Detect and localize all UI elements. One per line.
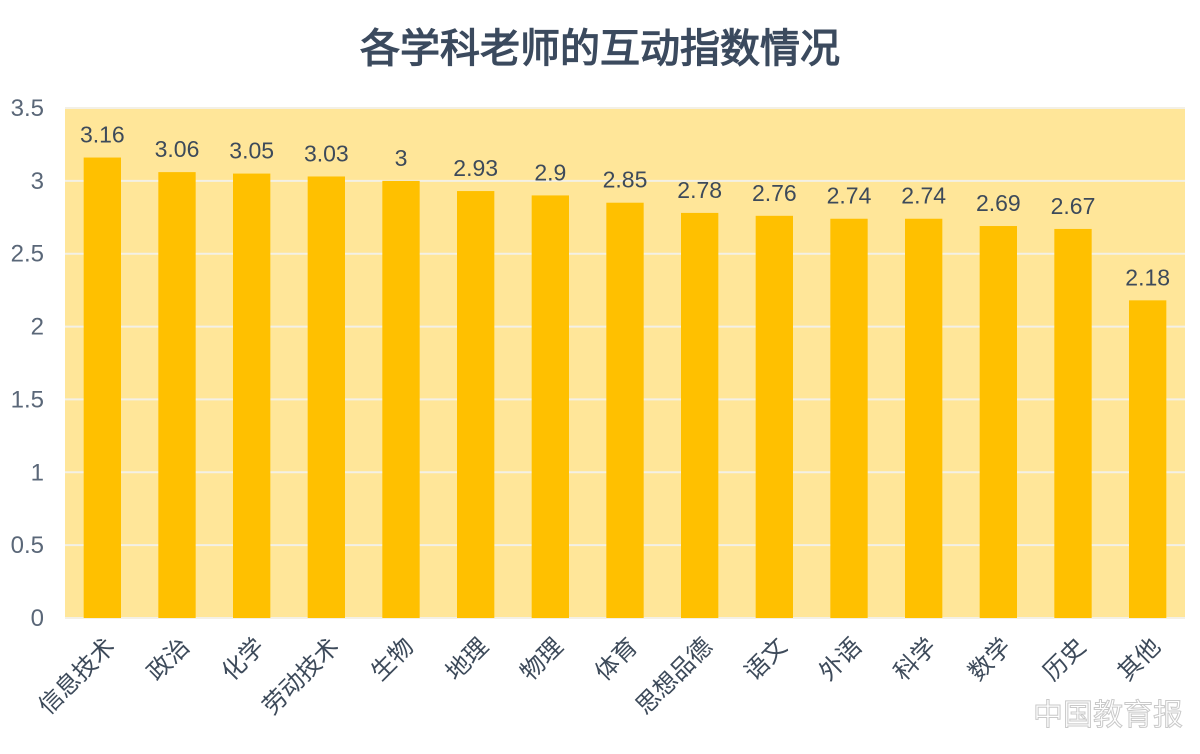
x-tick-label: 物理 xyxy=(515,632,569,686)
bar xyxy=(1054,228,1092,618)
data-label: 2.74 xyxy=(901,183,946,209)
data-label: 3.03 xyxy=(304,140,349,166)
data-label: 3 xyxy=(395,145,408,171)
chart-title: 各学科老师的互动指数情况 xyxy=(360,26,840,72)
x-tick-label: 体育 xyxy=(590,632,644,686)
y-tick-label: 3.5 xyxy=(11,95,44,122)
data-label: 2.69 xyxy=(976,190,1021,216)
y-tick-label: 0 xyxy=(31,605,44,632)
data-labels: 3.16 3.06 3.05 3.03 3 2.93 2.9 2.85 2.78 2.76 2.74… xyxy=(80,122,1170,291)
data-label: 2.76 xyxy=(752,180,797,206)
x-tick-label: 思想品德 xyxy=(630,632,718,720)
y-tick-label: 2 xyxy=(31,314,44,341)
y-tick-label: 2.5 xyxy=(11,241,44,268)
x-tick-label: 科学 xyxy=(888,632,942,686)
x-tick-label: 外语 xyxy=(814,632,868,686)
data-label: 2.18 xyxy=(1125,264,1170,290)
x-tick-label: 化学 xyxy=(216,632,270,686)
bar xyxy=(83,157,121,619)
x-tick-label: 历史 xyxy=(1038,632,1092,686)
data-label: 2.85 xyxy=(603,167,648,193)
data-label: 3.06 xyxy=(155,136,200,162)
data-label: 2.74 xyxy=(827,183,872,209)
watermark: 中国教育报 xyxy=(1033,698,1183,733)
bar xyxy=(233,173,271,619)
bar xyxy=(531,195,569,618)
data-label: 2.9 xyxy=(534,159,566,185)
bar xyxy=(158,172,196,618)
y-tick-label: 3 xyxy=(31,168,44,195)
data-label: 3.05 xyxy=(229,138,274,164)
x-tick-label: 政治 xyxy=(142,632,196,686)
y-tick-label: 1 xyxy=(31,459,44,486)
y-axis-ticks: 0 0.5 1 1.5 2 2.5 3 3.5 xyxy=(11,95,44,632)
x-tick-label: 其他 xyxy=(1112,632,1166,686)
bar xyxy=(307,176,345,618)
x-tick-label: 信息技术 xyxy=(33,632,121,720)
x-tick-label: 生物 xyxy=(366,632,420,686)
x-tick-label: 数学 xyxy=(963,632,1017,686)
bar xyxy=(905,218,943,618)
bar xyxy=(457,191,495,619)
data-label: 2.78 xyxy=(677,177,722,203)
bar xyxy=(979,226,1017,618)
bar xyxy=(830,218,868,618)
bar xyxy=(1129,300,1167,618)
bar xyxy=(606,202,644,618)
bar xyxy=(681,212,719,618)
data-label: 2.93 xyxy=(453,155,498,181)
data-label: 3.16 xyxy=(80,122,125,148)
y-tick-label: 0.5 xyxy=(11,532,44,559)
bar xyxy=(755,215,793,619)
data-label: 2.67 xyxy=(1051,193,1096,219)
x-tick-label: 劳动技术 xyxy=(257,632,345,720)
x-tick-label: 地理 xyxy=(440,632,494,686)
x-tick-label: 语文 xyxy=(739,632,793,686)
bars xyxy=(83,157,1167,619)
bar xyxy=(382,180,420,618)
y-tick-label: 1.5 xyxy=(11,386,44,413)
